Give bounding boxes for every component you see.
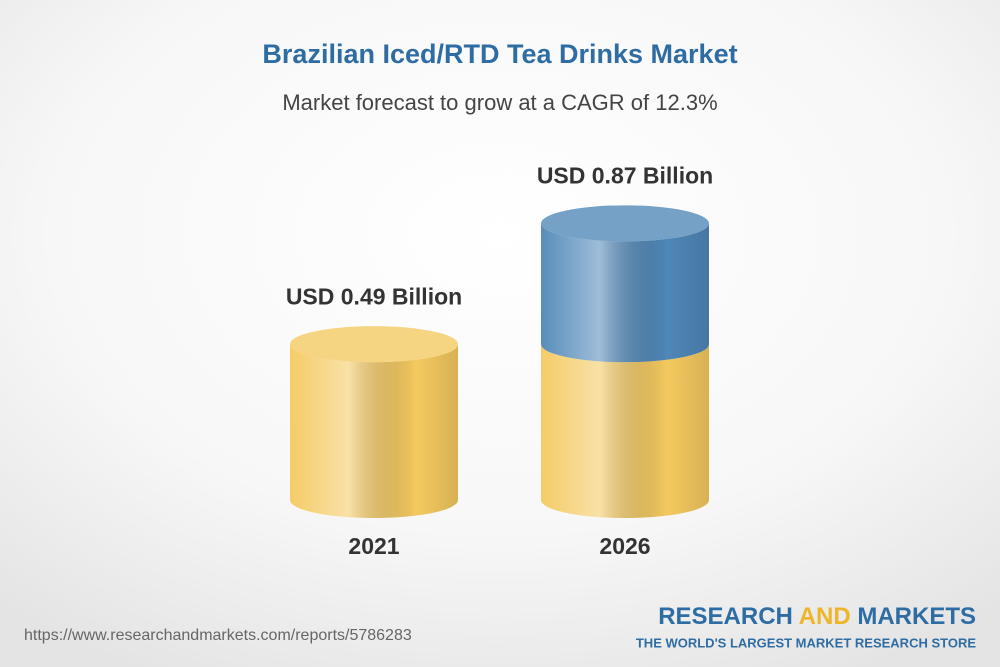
logo-tagline: THE WORLD'S LARGEST MARKET RESEARCH STOR… bbox=[636, 635, 976, 650]
chart-subtitle: Market forecast to grow at a CAGR of 12.… bbox=[282, 90, 717, 115]
logo-part: AND bbox=[799, 603, 851, 630]
cylinder-shade bbox=[541, 344, 709, 518]
x-tick-label: 2026 bbox=[599, 533, 650, 559]
cylinder-shade bbox=[541, 223, 709, 363]
value-label: USD 0.87 Billion bbox=[537, 162, 713, 188]
cylinder-top bbox=[541, 205, 709, 242]
logo: RESEARCH AND MARKETS bbox=[658, 603, 976, 630]
logo-part: MARKETS bbox=[857, 603, 976, 630]
cylinder-top-shade bbox=[290, 326, 458, 363]
value-label: USD 0.49 Billion bbox=[286, 283, 462, 309]
logo-part: RESEARCH bbox=[658, 603, 793, 630]
chart-title: Brazilian Iced/RTD Tea Drinks Market bbox=[262, 39, 737, 69]
cylinder-top bbox=[290, 326, 458, 363]
source-url: https://www.researchandmarkets.com/repor… bbox=[24, 627, 412, 644]
cylinder-top-shade bbox=[541, 205, 709, 242]
cylinder-shade bbox=[290, 344, 458, 518]
x-tick-label: 2021 bbox=[348, 533, 399, 559]
